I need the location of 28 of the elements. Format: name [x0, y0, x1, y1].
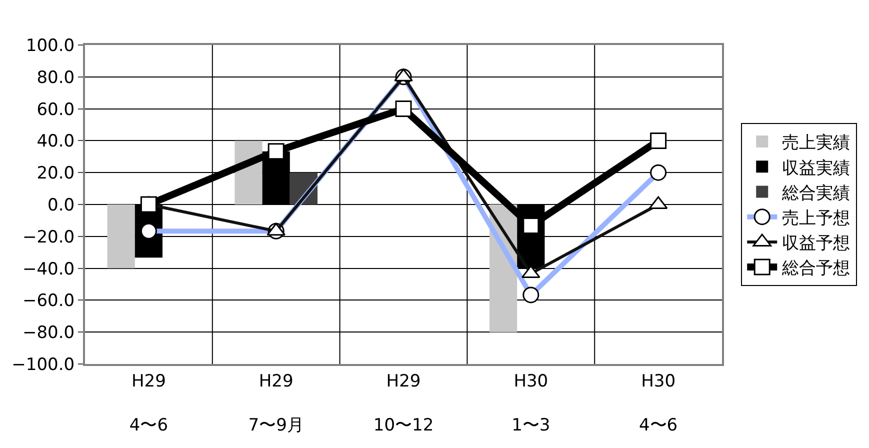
point: [268, 143, 284, 160]
y-tick-label: −20.0: [22, 227, 75, 248]
legend-label: 総合実績: [781, 183, 850, 204]
point: [522, 217, 540, 234]
legend-label: 総合予想: [781, 258, 850, 279]
point: [140, 196, 157, 213]
y-tick-label: −100.0: [12, 354, 75, 375]
category-label: H29 10〜12: [373, 371, 434, 436]
y-tick-label: 20.0: [36, 164, 75, 184]
point: [395, 100, 412, 118]
legend-label: 収益予想: [782, 234, 850, 254]
y-tick-label: 100.0: [26, 36, 75, 56]
y-tick-label: −60.0: [22, 291, 75, 312]
point: [650, 132, 667, 149]
category-label: H29 7〜9月: [248, 371, 304, 436]
category-label: H30 4〜6: [638, 371, 678, 436]
y-tick-label: 60.0: [36, 100, 75, 120]
y-tick-label: 0.0: [48, 195, 75, 216]
legend-label: 売上実績: [782, 133, 850, 154]
legend-label: 売上予想: [782, 208, 850, 228]
category-label: H29 4〜6: [129, 371, 168, 436]
y-tick-label: 80.0: [36, 68, 75, 88]
legend-label: 収益実績: [782, 158, 850, 178]
y-tick-label: 40.0: [36, 132, 75, 152]
bar: [107, 204, 135, 268]
y-tick-label: −40.0: [22, 259, 75, 280]
category-label: H30 1〜3: [512, 371, 550, 436]
y-tick-label: −80.0: [22, 323, 75, 344]
